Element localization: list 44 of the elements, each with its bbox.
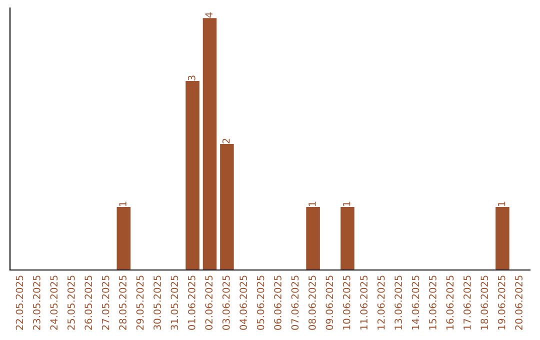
x-tick-label: 11.06.2025 [360, 276, 368, 330]
x-tick-label: 18.06.2025 [480, 276, 488, 330]
x-tick-label: 12.06.2025 [377, 276, 385, 330]
bar [202, 18, 217, 270]
x-tick-label: 09.06.2025 [326, 276, 334, 330]
x-tick-label: 08.06.2025 [308, 276, 316, 330]
bar [220, 144, 234, 270]
data-label: 3 [188, 76, 196, 80]
data-label: 1 [308, 202, 316, 206]
x-tick-label: 27.05.2025 [102, 276, 110, 330]
bar [340, 207, 354, 270]
x-tick-label: 16.06.2025 [446, 276, 454, 330]
x-tick-label: 13.06.2025 [394, 276, 402, 330]
data-label: 2 [222, 138, 230, 144]
bar [116, 207, 131, 270]
x-tick-label: 28.05.2025 [119, 276, 126, 330]
x-tick-label: 19.06.2025 [498, 276, 506, 330]
bar [306, 207, 320, 270]
x-tick-label: 31.05.2025 [170, 276, 178, 330]
x-tick-label: 22.05.2025 [16, 276, 24, 330]
x-tick-label: 15.06.2025 [429, 276, 436, 330]
x-tick-label: 04.06.2025 [240, 276, 247, 330]
x-tick-label: 24.05.2025 [50, 276, 58, 330]
x-tick-label: 06.06.2025 [274, 276, 282, 330]
x-tick-label: 05.06.2025 [256, 276, 264, 330]
bar [186, 81, 200, 270]
data-label: 4 [205, 12, 212, 18]
x-tick-label: 25.05.2025 [67, 276, 75, 330]
x-tick-label: 23.05.2025 [33, 276, 40, 330]
x-tick-label: 26.05.2025 [84, 276, 92, 330]
x-tick-label: 03.06.2025 [222, 276, 230, 330]
x-tick-label: 17.06.2025 [463, 276, 471, 330]
x-tick-label: 30.05.2025 [154, 276, 161, 330]
x-tick-label: 20.06.2025 [515, 276, 522, 330]
data-label: 1 [498, 202, 506, 206]
x-tick-label: 29.05.2025 [136, 276, 144, 330]
x-tick-label: 07.06.2025 [291, 276, 299, 330]
x-tick-label: 10.06.2025 [342, 276, 350, 330]
x-tick-label: 14.06.2025 [412, 276, 420, 330]
x-tick-label: 02.06.2025 [205, 276, 213, 330]
x-tick-label: 01.06.2025 [188, 276, 196, 330]
data-label: 1 [343, 202, 350, 206]
data-label: 1 [119, 202, 126, 206]
bar [496, 207, 510, 270]
